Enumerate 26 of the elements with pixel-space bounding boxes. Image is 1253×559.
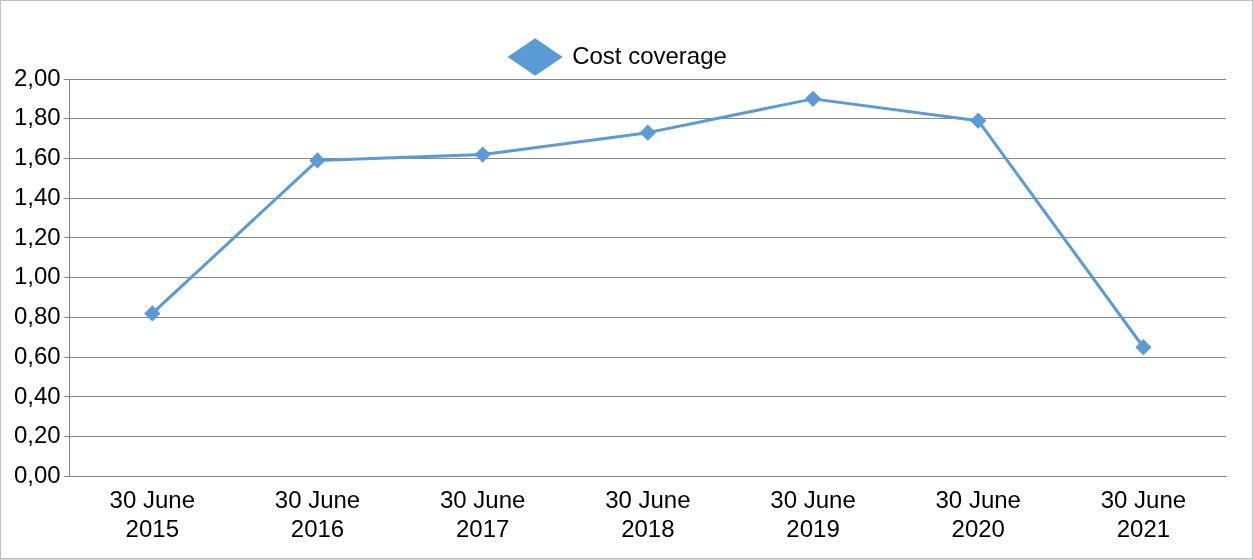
x-tick-label: 30 June 2018 [605, 486, 691, 543]
legend-label: Cost coverage [572, 41, 727, 69]
y-tick-label: 1,20 [13, 222, 61, 250]
x-tick-label: 30 June 2019 [770, 486, 856, 543]
x-tick-label: 30 June 2016 [274, 486, 361, 543]
y-tick-label: 0,20 [13, 421, 61, 449]
x-tick-label: 30 June 2017 [439, 486, 526, 543]
point [805, 91, 821, 107]
y-tick-label: 0,00 [13, 461, 61, 489]
point [640, 125, 656, 141]
point [970, 113, 986, 129]
y-tick-label: 1,80 [13, 103, 61, 131]
x-tick-label: 30 June 2021 [1100, 486, 1187, 543]
x-tick-label: 30 June 2020 [935, 486, 1021, 543]
y-tick-label: 2,00 [13, 63, 61, 91]
point [1135, 339, 1151, 355]
y-tick-label: 0,60 [13, 341, 61, 369]
y-tick-label: 1,00 [13, 262, 61, 290]
point [144, 305, 160, 321]
point [309, 152, 325, 168]
y-tick-label: 0,40 [13, 381, 61, 409]
y-tick-label: 1,60 [13, 143, 61, 171]
y-tick-label: 1,40 [13, 182, 61, 210]
point [475, 147, 491, 163]
x-tick-label: 30 June 2015 [109, 486, 196, 543]
y-tick-label: 0,80 [13, 302, 61, 330]
